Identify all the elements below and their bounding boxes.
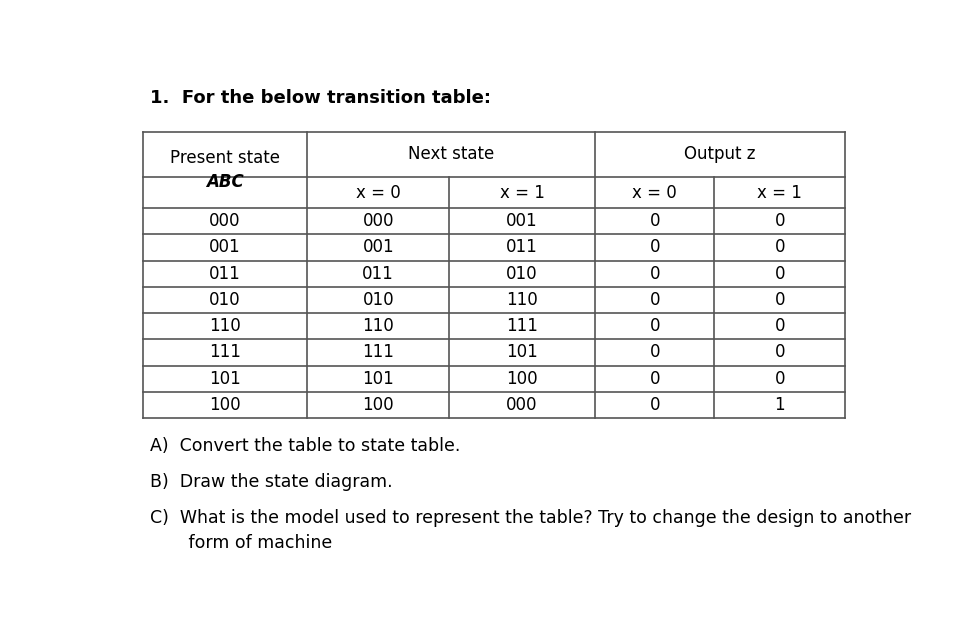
Text: 011: 011 bbox=[209, 265, 241, 283]
Text: 0: 0 bbox=[774, 239, 785, 257]
Text: 111: 111 bbox=[209, 343, 241, 361]
Text: x = 1: x = 1 bbox=[499, 184, 545, 202]
Text: 100: 100 bbox=[362, 396, 394, 414]
Text: 0: 0 bbox=[774, 343, 785, 361]
Text: 001: 001 bbox=[209, 239, 241, 257]
Text: 111: 111 bbox=[506, 317, 538, 335]
Text: 100: 100 bbox=[506, 370, 538, 388]
Text: Next state: Next state bbox=[408, 145, 495, 163]
Text: 0: 0 bbox=[774, 370, 785, 388]
Text: x = 0: x = 0 bbox=[632, 184, 677, 202]
Text: 0: 0 bbox=[650, 396, 660, 414]
Text: 0: 0 bbox=[650, 291, 660, 309]
Text: 101: 101 bbox=[362, 370, 394, 388]
Text: 011: 011 bbox=[506, 239, 538, 257]
Text: 001: 001 bbox=[362, 239, 394, 257]
Text: 0: 0 bbox=[650, 317, 660, 335]
Text: 0: 0 bbox=[774, 291, 785, 309]
Text: 0: 0 bbox=[774, 317, 785, 335]
Text: 0: 0 bbox=[650, 212, 660, 230]
Text: 010: 010 bbox=[209, 291, 241, 309]
Text: 110: 110 bbox=[506, 291, 538, 309]
Text: 0: 0 bbox=[774, 212, 785, 230]
Text: 100: 100 bbox=[209, 396, 241, 414]
Text: 1.  For the below transition table:: 1. For the below transition table: bbox=[150, 89, 492, 107]
Text: B)  Draw the state diagram.: B) Draw the state diagram. bbox=[150, 473, 393, 491]
Text: 001: 001 bbox=[506, 212, 538, 230]
Text: 0: 0 bbox=[650, 370, 660, 388]
Text: Present state: Present state bbox=[170, 149, 281, 167]
Text: 011: 011 bbox=[362, 265, 394, 283]
Text: 110: 110 bbox=[209, 317, 241, 335]
Text: Output z: Output z bbox=[684, 145, 756, 163]
Text: 111: 111 bbox=[362, 343, 394, 361]
Text: 010: 010 bbox=[506, 265, 538, 283]
Text: 0: 0 bbox=[650, 343, 660, 361]
Text: 000: 000 bbox=[362, 212, 394, 230]
Text: 0: 0 bbox=[650, 265, 660, 283]
Text: 1: 1 bbox=[774, 396, 785, 414]
Text: 010: 010 bbox=[362, 291, 394, 309]
Text: ABC: ABC bbox=[206, 173, 244, 191]
Text: 101: 101 bbox=[506, 343, 538, 361]
Text: 0: 0 bbox=[650, 239, 660, 257]
Text: 101: 101 bbox=[209, 370, 241, 388]
Text: x = 1: x = 1 bbox=[758, 184, 802, 202]
Text: C)  What is the model used to represent the table? Try to change the design to a: C) What is the model used to represent t… bbox=[150, 509, 912, 552]
Text: 110: 110 bbox=[362, 317, 394, 335]
Text: A)  Convert the table to state table.: A) Convert the table to state table. bbox=[150, 437, 461, 455]
Text: 000: 000 bbox=[209, 212, 241, 230]
Text: 0: 0 bbox=[774, 265, 785, 283]
Text: x = 0: x = 0 bbox=[356, 184, 401, 202]
Text: 000: 000 bbox=[506, 396, 538, 414]
